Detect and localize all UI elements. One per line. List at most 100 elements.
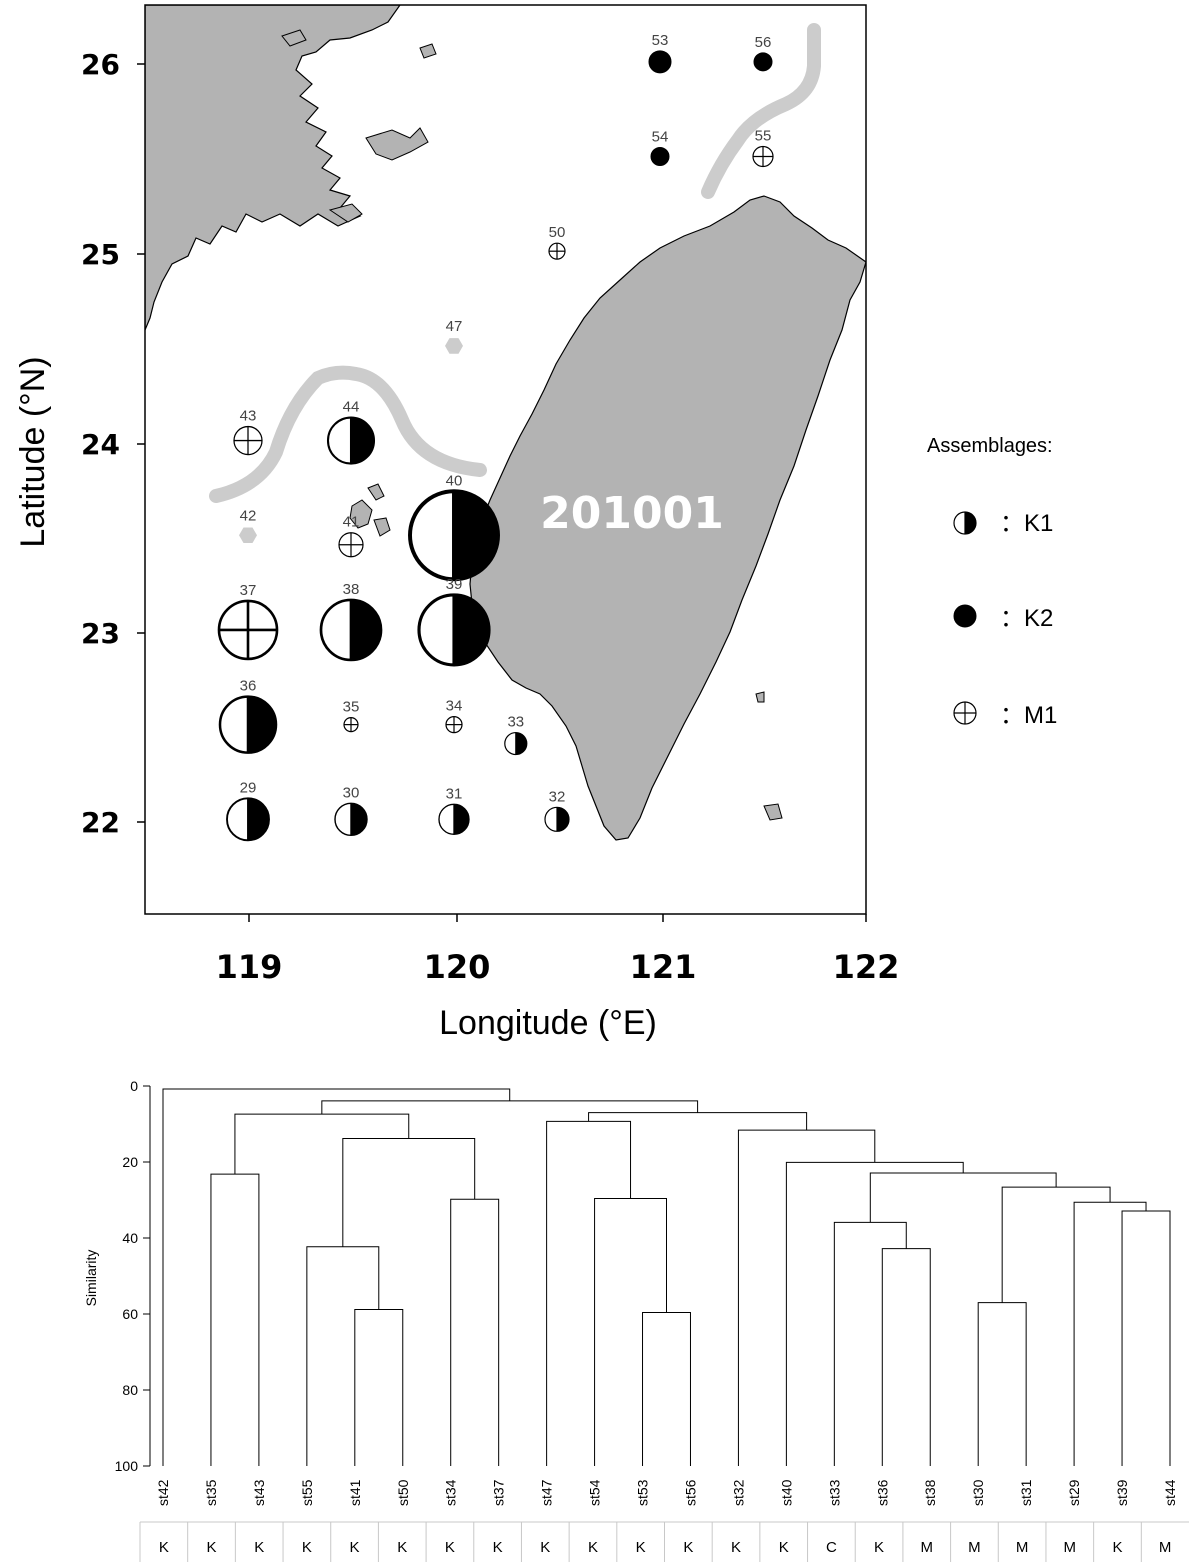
station-label: 33 bbox=[507, 714, 524, 731]
class-row-cell: K bbox=[540, 1539, 550, 1556]
station-label: 54 bbox=[652, 129, 669, 146]
station-34: 34 bbox=[445, 698, 463, 734]
station-symbol-m1 bbox=[338, 532, 364, 558]
station-symbol-m1 bbox=[445, 716, 463, 734]
class-row-cell: K bbox=[159, 1539, 169, 1556]
cruise-label: 201001 bbox=[540, 488, 724, 539]
dendro-branch bbox=[546, 1120, 632, 1466]
map-y-tick-label: 22 bbox=[81, 806, 120, 839]
map-y-tick-label: 23 bbox=[81, 617, 120, 650]
legend-symbols bbox=[953, 511, 977, 725]
map-x-axis-title: Longitude (°E) bbox=[439, 1004, 657, 1042]
penghu-islands bbox=[349, 483, 391, 537]
dendro-branch bbox=[737, 1129, 876, 1466]
station-label: 55 bbox=[755, 128, 772, 145]
station-symbol-m1 bbox=[752, 145, 774, 168]
dendro-leaf-label: st35 bbox=[203, 1479, 219, 1506]
class-row-cell: K bbox=[350, 1539, 360, 1556]
station-47: 47 bbox=[445, 318, 463, 354]
dendro-y-tick-label: 40 bbox=[122, 1230, 138, 1246]
dendro-y-tick-label: 0 bbox=[130, 1078, 138, 1094]
station-label: 50 bbox=[549, 224, 566, 241]
station-symbol-none bbox=[445, 338, 463, 354]
station-label: 44 bbox=[343, 399, 360, 416]
legend-symbol-k1 bbox=[953, 511, 977, 535]
station-symbol-k1 bbox=[417, 593, 491, 667]
class-row-cell: K bbox=[207, 1539, 217, 1556]
class-row-cell: K bbox=[731, 1539, 741, 1556]
dendro-leaf-label: st39 bbox=[1114, 1479, 1130, 1506]
class-row-cell: K bbox=[636, 1539, 646, 1556]
dendro-y-tick-label: 20 bbox=[122, 1154, 138, 1170]
station-label: 47 bbox=[446, 318, 463, 335]
dendro-branch bbox=[594, 1197, 667, 1466]
station-39: 39 bbox=[417, 576, 491, 667]
dendro-leaf-label: st53 bbox=[635, 1479, 651, 1506]
station-label: 29 bbox=[240, 779, 257, 796]
class-row-cell: K bbox=[874, 1539, 884, 1556]
class-row-cell: C bbox=[826, 1539, 837, 1556]
station-symbol-k1 bbox=[218, 695, 278, 754]
class-row-cell: M bbox=[921, 1539, 934, 1556]
map-y-tick-label: 24 bbox=[81, 428, 120, 461]
station-symbol-k1 bbox=[226, 797, 270, 842]
dendro-leaf-label: st54 bbox=[587, 1479, 603, 1506]
class-row-cell: K bbox=[397, 1539, 407, 1556]
dendro-branch bbox=[785, 1161, 964, 1466]
station-symbol-m1 bbox=[217, 599, 279, 661]
map-x-tick-label: 121 bbox=[630, 948, 697, 986]
china-coast bbox=[145, 5, 401, 331]
station-30: 30 bbox=[334, 784, 368, 837]
dendrogram-panel: Similarity 0 20 40 60 80 100 st42 st35 st43 st55… bbox=[83, 1078, 1178, 1506]
station-label: 38 bbox=[343, 581, 360, 598]
station-36: 36 bbox=[218, 678, 278, 754]
station-symbol-m1 bbox=[343, 717, 359, 733]
station-symbol-k2 bbox=[753, 52, 773, 72]
station-symbol-k2 bbox=[648, 50, 672, 74]
station-label: 36 bbox=[240, 678, 257, 695]
station-layer: 53 56 54 55 50 47 43 44 42 41 40 37 38 39 36 35 34 33 29 30… bbox=[217, 32, 774, 842]
taiwan bbox=[469, 195, 866, 841]
dendro-leaf-label: st40 bbox=[778, 1479, 794, 1506]
station-56: 56 bbox=[753, 34, 773, 72]
coastal-islands bbox=[281, 29, 437, 223]
class-row-cell: M bbox=[1016, 1539, 1029, 1556]
station-label: 37 bbox=[240, 582, 257, 599]
station-label: 30 bbox=[343, 784, 360, 801]
dendro-y-tick-label: 80 bbox=[122, 1382, 138, 1398]
station-43: 43 bbox=[233, 408, 263, 456]
station-symbol-k1 bbox=[326, 416, 376, 465]
dendro-branch bbox=[162, 1088, 511, 1466]
map-frame bbox=[144, 4, 867, 915]
station-symbol-k2 bbox=[650, 147, 670, 166]
legend-label-m1: ：M1 bbox=[1000, 702, 1057, 729]
legend-symbol-m1 bbox=[953, 701, 977, 725]
legend-label-k2: ：K2 bbox=[1000, 605, 1053, 632]
dendro-branch bbox=[306, 1246, 380, 1466]
station-label: 56 bbox=[755, 34, 772, 51]
dendro-leaf-label: st36 bbox=[874, 1479, 890, 1506]
station-33: 33 bbox=[504, 714, 528, 756]
legend-title: Assemblages: bbox=[927, 435, 1053, 457]
current-line-south bbox=[209, 365, 487, 503]
dendro-leaf-labels: st42 st35 st43 st55 st41 st50 st34 st37 st47 st54… bbox=[155, 1479, 1178, 1506]
class-row-cell: K bbox=[1112, 1539, 1122, 1556]
class-row-cell: K bbox=[302, 1539, 312, 1556]
map-y-tick-label: 25 bbox=[81, 238, 120, 271]
legend-symbol-k2 bbox=[953, 604, 977, 628]
station-label: 40 bbox=[446, 472, 463, 489]
station-55: 55 bbox=[752, 128, 774, 168]
map-y-tick-label: 26 bbox=[81, 48, 120, 81]
dendro-branch bbox=[450, 1198, 500, 1466]
station-label: 32 bbox=[549, 788, 566, 805]
station-37: 37 bbox=[217, 582, 279, 661]
dendro-branch bbox=[833, 1221, 907, 1466]
map-x-tick-label: 119 bbox=[216, 948, 283, 986]
dendro-leaf-label: st32 bbox=[730, 1479, 746, 1506]
dendro-leaf-label: st47 bbox=[539, 1479, 555, 1506]
station-symbol-k1 bbox=[319, 598, 383, 662]
dendro-y-tick-label: 60 bbox=[122, 1306, 138, 1322]
dendro-branches bbox=[162, 1088, 1171, 1466]
station-29: 29 bbox=[226, 779, 270, 842]
